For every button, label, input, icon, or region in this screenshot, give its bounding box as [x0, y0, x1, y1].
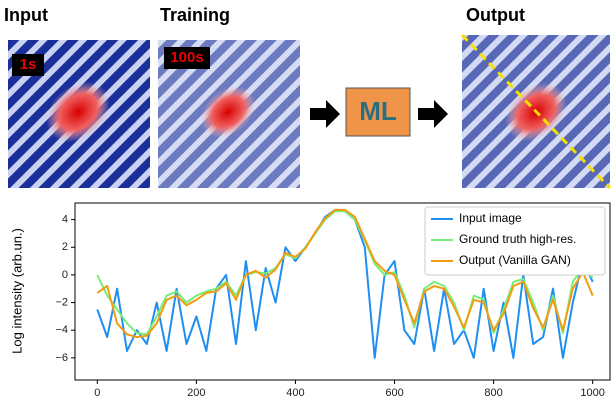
x-tick-label: 400	[286, 387, 304, 399]
legend-label: Ground truth high-res.	[459, 232, 576, 246]
y-tick-label: −4	[55, 324, 68, 336]
y-tick-label: −6	[55, 352, 68, 364]
x-tick-label: 800	[484, 387, 502, 399]
x-tick-label: 0	[94, 387, 100, 399]
x-tick-label: 200	[187, 387, 205, 399]
legend-label: Input image	[459, 211, 522, 225]
method-label: ML	[359, 96, 397, 126]
y-tick-label: 4	[62, 214, 68, 226]
legend-label: Output (Vanilla GAN)	[459, 253, 571, 267]
series-line	[96, 208, 594, 339]
panel-title: Output	[466, 5, 525, 25]
x-tick-label: 1000	[580, 387, 604, 399]
flow: ML	[310, 87, 448, 137]
plot-frame	[74, 202, 611, 381]
panel-title: Training	[160, 5, 230, 25]
badge: 100s	[170, 49, 203, 66]
input-image: 1s	[8, 40, 150, 188]
series-line	[96, 210, 594, 336]
training-image: 100s	[158, 40, 300, 188]
y-tick-label: −2	[55, 296, 68, 308]
legend-box	[424, 206, 606, 276]
x-tick-label: 600	[385, 387, 403, 399]
badge: 1s	[20, 56, 37, 73]
y-tick-label: 2	[62, 241, 68, 253]
panel-headers: Input Training Output	[4, 5, 525, 25]
output-image	[460, 33, 612, 190]
y-axis-label: Log intensity (arb.un.)	[9, 228, 24, 354]
y-tick-label: 0	[62, 269, 68, 281]
panel-title: Input	[4, 5, 48, 25]
